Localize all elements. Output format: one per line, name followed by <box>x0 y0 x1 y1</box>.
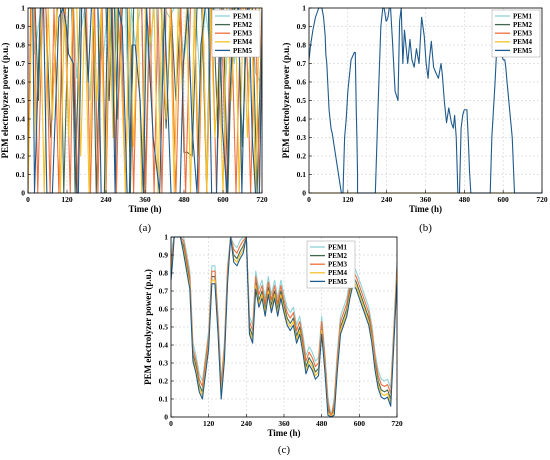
x-tick-label: 720 <box>256 195 268 204</box>
x-tick-label: 720 <box>391 419 403 428</box>
series-line-pem5 <box>309 7 542 194</box>
legend-label-pem5: PEM5 <box>513 47 533 55</box>
y-tick-label: 0.8 <box>16 41 26 50</box>
x-axis-label: Time (h) <box>128 204 161 214</box>
y-tick-label: 0.2 <box>297 152 307 161</box>
legend-label-pem5: PEM5 <box>233 47 253 55</box>
panel-b: 0 0.1 0.2 0.3 0.4 0.5 0.6 0.7 0.8 0.9 1 0 120 240 360 4… <box>281 4 548 234</box>
legend-label-pem3: PEM3 <box>328 261 348 269</box>
legend-label-pem2: PEM2 <box>328 252 348 260</box>
legend-label-pem1: PEM1 <box>233 12 253 20</box>
y-tick-label: 0 <box>164 413 168 422</box>
y-tick-label: 0.5 <box>159 323 169 332</box>
x-tick-label: 600 <box>498 195 510 204</box>
legend-label-pem5: PEM5 <box>328 278 348 286</box>
y-axis-label: PEM electrolyzer power (p.u.) <box>0 43 10 159</box>
x-tick-label: 240 <box>381 195 393 204</box>
panel-label: (a) <box>139 222 152 234</box>
y-tick-label: 0.2 <box>16 152 26 161</box>
x-tick-label: 120 <box>342 195 354 204</box>
y-tick-label: 0.9 <box>159 251 169 260</box>
y-tick-label: 0.8 <box>297 41 307 50</box>
grid <box>170 236 398 418</box>
y-tick-label: 1 <box>164 233 168 242</box>
y-tick-label: 0.8 <box>159 269 169 278</box>
x-tick-label: 120 <box>61 195 73 204</box>
x-tick-label: 240 <box>100 195 112 204</box>
y-tick-label: 0.4 <box>16 115 26 124</box>
panel-label: (b) <box>419 222 432 234</box>
legend-label-pem1: PEM1 <box>513 12 533 20</box>
y-tick-label: 0.1 <box>297 170 307 179</box>
legend-label-pem4: PEM4 <box>513 38 533 46</box>
legend-label-pem1: PEM1 <box>328 243 348 251</box>
y-tick-label: 0.1 <box>159 395 169 404</box>
y-tick-label: 0.4 <box>297 115 307 124</box>
x-tick-label: 120 <box>203 419 215 428</box>
y-tick-label: 0.6 <box>16 78 26 87</box>
panel-c: 0 0.1 0.2 0.3 0.4 0.5 0.6 0.7 0.8 0.9 1 0 120 240 360 4… <box>143 233 403 456</box>
x-tick-label: 600 <box>354 419 366 428</box>
panel-label: (c) <box>278 444 291 456</box>
y-tick-label: 0.7 <box>297 59 307 68</box>
x-tick-label: 240 <box>241 419 253 428</box>
y-tick-label: 0.5 <box>297 96 307 105</box>
panel-a: 0 0.1 0.2 0.3 0.4 0.5 0.6 0.7 0.8 0.9 1 0 120 240 360 4… <box>0 4 268 234</box>
x-tick-label: 480 <box>316 419 328 428</box>
y-tick-label: 0 <box>302 189 306 198</box>
y-tick-label: 0.1 <box>16 170 26 179</box>
x-axis-label: Time (h) <box>267 428 300 438</box>
series-line-pem3 <box>171 236 397 418</box>
y-tick-label: 0.4 <box>159 341 169 350</box>
y-tick-label: 0.3 <box>297 133 307 142</box>
x-tick-label: 0 <box>307 195 311 204</box>
y-tick-label: 1 <box>302 4 306 13</box>
x-tick-label: 360 <box>139 195 151 204</box>
y-tick-label: 1 <box>21 4 25 13</box>
x-tick-label: 720 <box>536 195 548 204</box>
x-tick-label: 480 <box>178 195 190 204</box>
x-tick-label: 0 <box>169 419 173 428</box>
y-tick-label: 0 <box>21 189 25 198</box>
y-tick-label: 0.9 <box>16 22 26 31</box>
x-tick-label: 360 <box>420 195 432 204</box>
y-tick-label: 0.6 <box>159 305 169 314</box>
series-group <box>171 236 397 418</box>
series-line-pem5 <box>171 236 397 418</box>
legend-label-pem4: PEM4 <box>233 38 253 46</box>
y-tick-label: 0.3 <box>159 359 169 368</box>
x-tick-label: 600 <box>217 195 229 204</box>
y-tick-label: 0.2 <box>159 377 169 386</box>
series-line-pem1 <box>171 236 397 418</box>
y-tick-label: 0.9 <box>297 22 307 31</box>
y-tick-label: 0.5 <box>16 96 26 105</box>
y-tick-label: 0.6 <box>297 78 307 87</box>
legend-label-pem4: PEM4 <box>328 269 348 277</box>
y-tick-label: 0.7 <box>159 287 169 296</box>
legend-label-pem3: PEM3 <box>233 30 253 38</box>
y-tick-label: 0.3 <box>16 133 26 142</box>
series-line-pem5 <box>28 7 262 194</box>
x-axis-label: Time (h) <box>409 204 442 214</box>
legend-label-pem2: PEM2 <box>513 21 533 29</box>
x-tick-label: 480 <box>459 195 471 204</box>
x-tick-label: 360 <box>278 419 290 428</box>
legend-label-pem3: PEM3 <box>513 30 533 38</box>
legend-label-pem2: PEM2 <box>233 21 253 29</box>
x-tick-label: 0 <box>26 195 30 204</box>
y-axis-label: PEM electrolyzer power (p.u.) <box>143 269 153 385</box>
y-axis-label: PEM electrolyzer power (p.u.) <box>281 43 291 159</box>
y-tick-label: 0.7 <box>16 59 26 68</box>
